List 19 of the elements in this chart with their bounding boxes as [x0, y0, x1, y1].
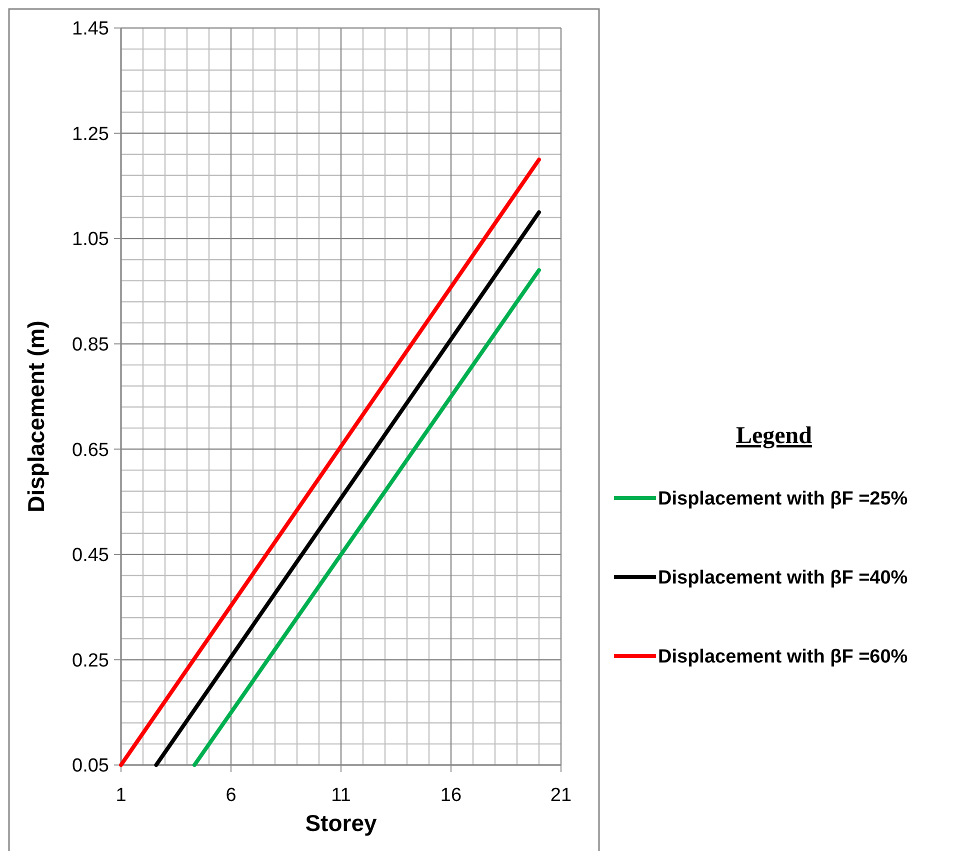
- x-tick-label: 1: [116, 785, 126, 806]
- legend-label: Displacement with βF =60%: [658, 646, 908, 668]
- x-tick-label: 21: [550, 785, 572, 806]
- y-tick-label: 0.05: [72, 756, 109, 777]
- x-tick-label: 11: [331, 785, 351, 806]
- legend-label: Displacement with βF =40%: [658, 568, 908, 589]
- legend-title: Legend: [736, 423, 813, 449]
- y-axis-title: Displacement (m): [23, 320, 49, 512]
- x-tick-label: 6: [226, 785, 236, 806]
- legend-label: Displacement with βF =25%: [658, 488, 908, 510]
- x-axis-title: Storey: [305, 810, 377, 836]
- y-tick-label: 1.45: [72, 18, 109, 40]
- y-tick-label: 0.85: [72, 334, 109, 356]
- y-tick-label: 0.65: [72, 440, 109, 461]
- y-tick-label: 1.05: [72, 229, 109, 250]
- x-tick-label: 16: [440, 785, 462, 806]
- y-tick-label: 0.25: [72, 650, 109, 672]
- y-tick-label: 1.25: [72, 124, 109, 145]
- y-tick-label: 0.45: [72, 545, 109, 566]
